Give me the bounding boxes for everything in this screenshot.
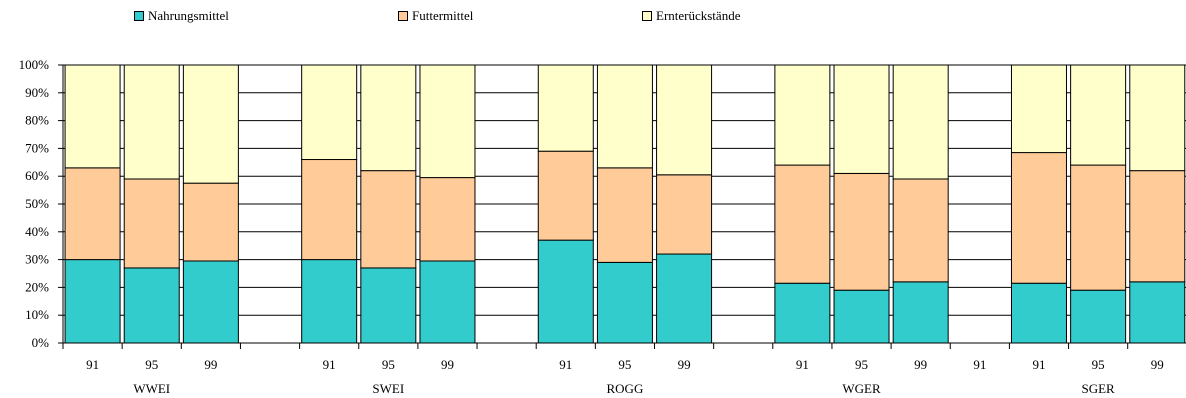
legend-item-nahrungsmittel: Nahrungsmittel (134, 8, 229, 24)
bar-segment-ernterückstände (892, 64, 949, 180)
x-tick-label: 95 (145, 357, 158, 372)
bar-segment-ernterückstände (1129, 64, 1186, 172)
x-tick-label: 99 (204, 357, 217, 372)
legend-swatch-ernterueckstaende (642, 11, 652, 21)
x-tick-label: 95 (382, 357, 395, 372)
bar-segment-futtermittel (419, 177, 476, 262)
x-tick-label: 91 (323, 357, 336, 372)
x-tick-label: 99 (441, 357, 454, 372)
bar-segment-futtermittel (123, 178, 180, 269)
bar-segment-futtermittel (1070, 164, 1127, 291)
y-tick-label: 90% (25, 85, 49, 100)
bar-segment-nahrungsmittel (833, 289, 890, 344)
bar-segment-nahrungsmittel (1070, 289, 1127, 344)
x-tick-label: 91 (973, 357, 986, 372)
bar-segment-nahrungsmittel (656, 253, 713, 344)
bar-segment-nahrungsmittel (64, 259, 121, 344)
bar-segment-ernterückstände (64, 64, 121, 169)
x-tick-label: 91 (559, 357, 572, 372)
legend-label-ernterueckstaende: Ernterückstände (656, 8, 741, 23)
bar-segment-nahrungsmittel (123, 267, 180, 344)
y-tick-label: 20% (25, 279, 49, 294)
bar-segment-ernterückstände (419, 64, 476, 179)
group-label: SGER (1082, 381, 1116, 396)
group-label: WWEI (133, 381, 170, 396)
legend-swatch-nahrungsmittel (134, 11, 144, 21)
group-label: WGER (842, 381, 881, 396)
bar-segment-ernterückstände (123, 64, 180, 180)
bar-segment-ernterückstände (656, 64, 713, 176)
legend: Nahrungsmittel Futtermittel Ernterückstä… (0, 8, 1186, 30)
bar-segment-futtermittel (182, 182, 239, 262)
bar-segment-nahrungsmittel (419, 260, 476, 344)
x-tick-label: 99 (678, 357, 691, 372)
bar-segment-nahrungsmittel (537, 239, 594, 344)
x-tick-label: 91 (1032, 357, 1045, 372)
y-tick-label: 40% (25, 224, 49, 239)
group-label: SWEI (372, 381, 404, 396)
y-tick-label: 30% (25, 252, 49, 267)
bar-segment-futtermittel (537, 150, 594, 241)
bar-segment-ernterückstände (774, 64, 831, 166)
bar-segment-nahrungsmittel (596, 261, 653, 344)
bar-segment-futtermittel (833, 172, 890, 291)
bar-segment-nahrungsmittel (892, 281, 949, 344)
x-tick-label: 99 (1151, 357, 1164, 372)
bar-segment-futtermittel (774, 164, 831, 284)
x-tick-label: 99 (914, 357, 927, 372)
y-tick-label: 100% (19, 57, 50, 72)
bar-segment-ernterückstände (1010, 64, 1067, 154)
legend-item-ernterueckstaende: Ernterückstände (642, 8, 740, 24)
bar-segment-ernterückstände (1070, 64, 1127, 166)
x-tick-label: 91 (86, 357, 99, 372)
bar-segment-futtermittel (892, 178, 949, 283)
x-tick-label: 95 (855, 357, 868, 372)
y-tick-label: 80% (25, 113, 49, 128)
legend-label-futtermittel: Futtermittel (412, 8, 474, 23)
bar-segment-futtermittel (360, 170, 417, 269)
y-tick-label: 10% (25, 307, 49, 322)
bar-segment-nahrungsmittel (360, 267, 417, 344)
y-tick-label: 0% (32, 335, 50, 350)
y-tick-label: 50% (25, 196, 49, 211)
bar-segment-nahrungsmittel (774, 282, 831, 344)
legend-item-futtermittel: Futtermittel (398, 8, 473, 24)
bar-segment-nahrungsmittel (301, 259, 358, 344)
bar-segment-futtermittel (1010, 152, 1067, 284)
x-tick-label: 91 (796, 357, 809, 372)
bar-segment-futtermittel (64, 167, 121, 261)
bar-segment-ernterückstände (182, 64, 239, 184)
bar-segment-nahrungsmittel (182, 260, 239, 344)
bar-segment-ernterückstände (596, 64, 653, 169)
legend-swatch-futtermittel (398, 11, 408, 21)
bar-segment-futtermittel (656, 174, 713, 255)
bar-segment-nahrungsmittel (1010, 282, 1067, 344)
bar-segment-ernterückstände (301, 64, 358, 161)
x-tick-label: 95 (618, 357, 631, 372)
y-tick-label: 70% (25, 140, 49, 155)
bar-segment-futtermittel (1129, 170, 1186, 283)
y-tick-label: 60% (25, 168, 49, 183)
x-tick-label: 95 (1092, 357, 1105, 372)
bar-segment-ernterückstände (833, 64, 890, 174)
group-label: ROGG (607, 381, 644, 396)
legend-label-nahrungsmittel: Nahrungsmittel (148, 8, 229, 23)
bar-segment-ernterückstände (360, 64, 417, 172)
bar-segment-futtermittel (596, 167, 653, 263)
bar-segment-futtermittel (301, 159, 358, 261)
bar-segment-nahrungsmittel (1129, 281, 1186, 344)
bar-segment-ernterückstände (537, 64, 594, 152)
